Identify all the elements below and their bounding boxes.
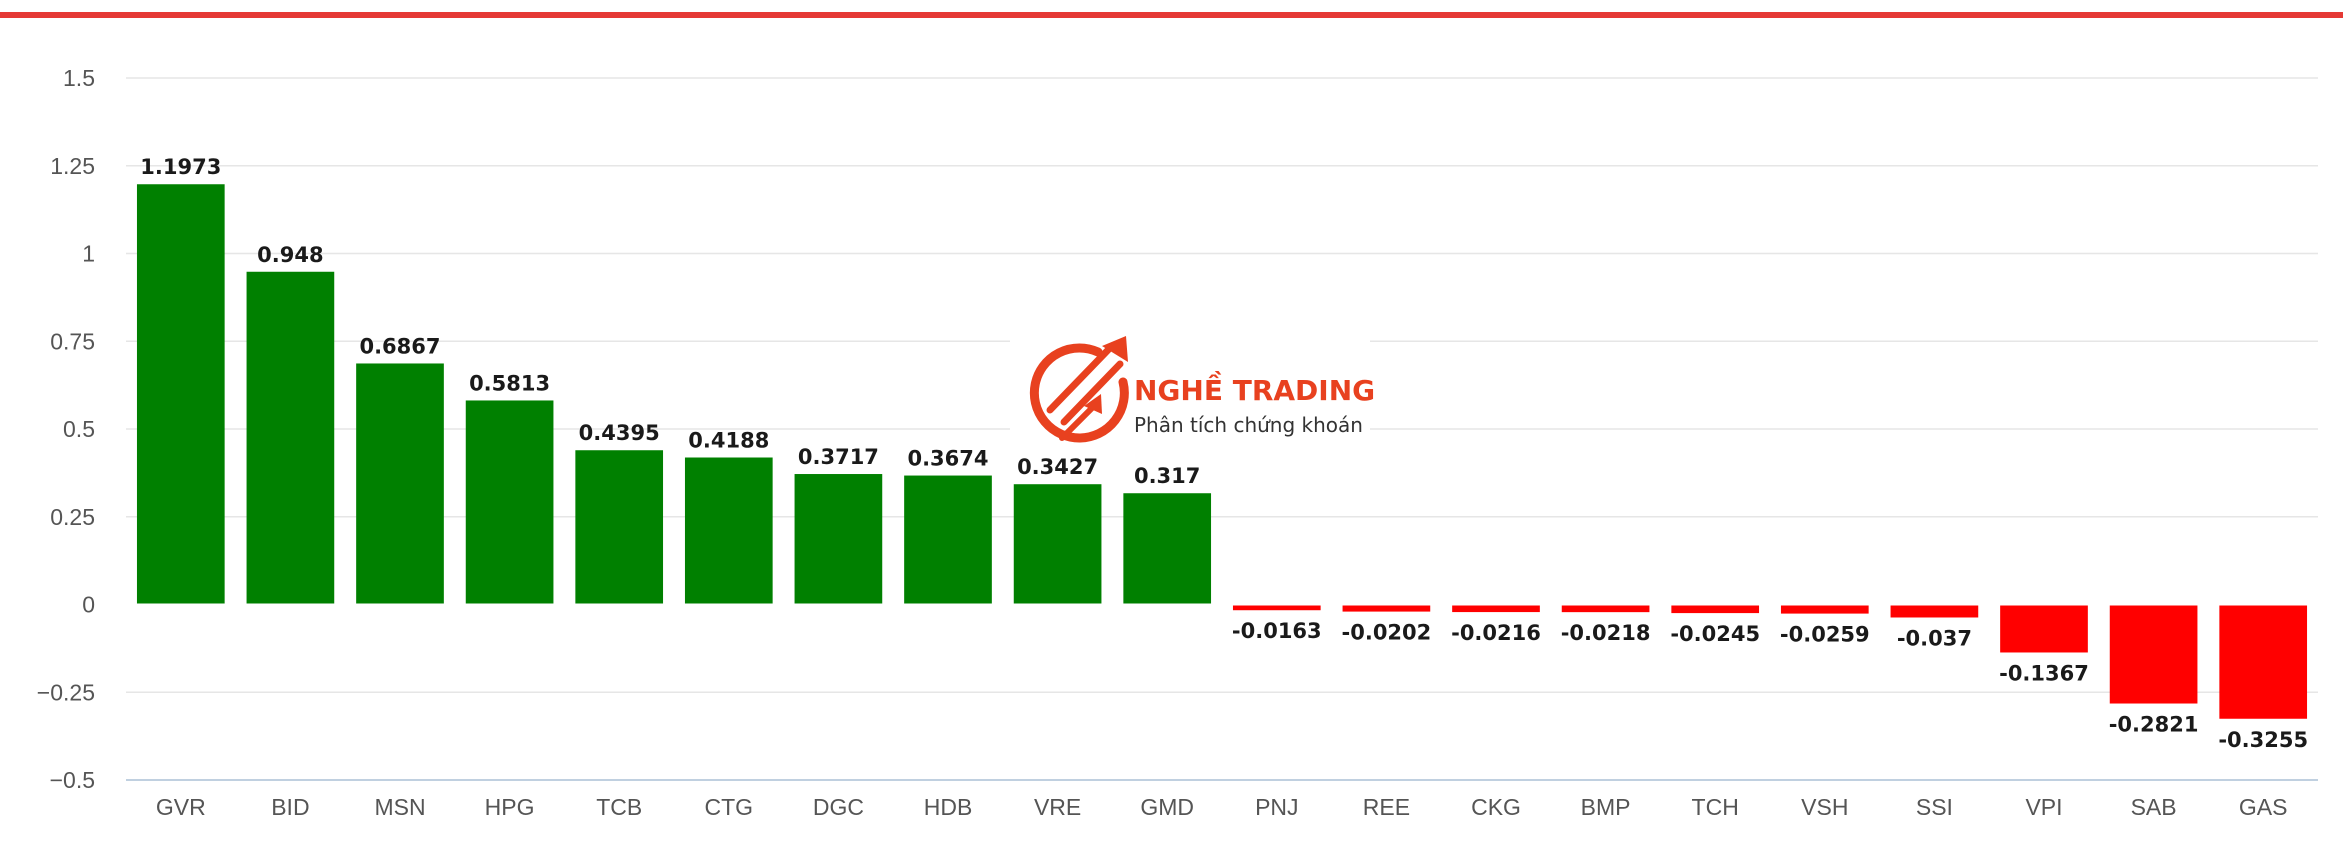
bar-ctg <box>684 457 773 605</box>
x-axis-ticks: GVR BID MSN HPG TCB CTG DGC HDB VRE GMD PNJ REE CKG B… <box>156 794 2288 820</box>
bar-tcb <box>575 450 664 605</box>
y-tick-label: −0.5 <box>50 767 95 793</box>
watermark-backdrop <box>1010 322 1370 442</box>
trading-logo-icon <box>1029 336 1129 443</box>
x-tick-label: BMP <box>1581 794 1631 820</box>
x-tick-label: HPG <box>485 794 535 820</box>
x-tick-label: CKG <box>1471 794 1521 820</box>
bar-pnj <box>1232 604 1321 611</box>
bar-vre <box>1013 484 1102 605</box>
value-label: -0.2821 <box>2109 713 2199 737</box>
value-label: 1.1973 <box>140 155 221 179</box>
bar-hpg <box>465 400 554 605</box>
y-tick-label: 1.5 <box>63 65 95 91</box>
header-rule <box>0 12 2343 18</box>
y-axis-ticks: −0.5 −0.25 0 0.25 0.5 0.75 1 1.25 1.5 <box>37 65 95 793</box>
value-label: 0.5813 <box>469 371 550 395</box>
value-label: -0.0259 <box>1780 623 1870 647</box>
x-tick-label: SSI <box>1916 794 1953 820</box>
y-tick-label: −0.25 <box>37 679 95 705</box>
bar-gvr <box>136 184 225 605</box>
x-tick-label: PNJ <box>1255 794 1298 820</box>
value-label: 0.3674 <box>907 447 988 471</box>
x-tick-label: BID <box>271 794 309 820</box>
bar-ssi <box>1890 604 1979 618</box>
x-tick-label: TCB <box>596 794 642 820</box>
y-tick-label: 0.5 <box>63 416 95 442</box>
x-tick-label: VPI <box>2025 794 2062 820</box>
value-label: 0.948 <box>257 243 323 267</box>
bar-ckg <box>1452 604 1540 613</box>
watermark-brand: NGHỀ TRADING <box>1134 370 1375 407</box>
bar-sab <box>2109 604 2198 704</box>
value-label: 0.3427 <box>1017 455 1098 479</box>
bars <box>136 184 2308 719</box>
x-tick-label: GVR <box>156 794 206 820</box>
bar-vsh <box>1780 604 1869 614</box>
value-label: -0.3255 <box>2218 728 2308 752</box>
value-label: 0.317 <box>1134 464 1200 488</box>
watermark-tagline: Phân tích chứng khoán <box>1134 413 1363 437</box>
y-tick-label: 0 <box>82 592 95 618</box>
x-tick-label: CTG <box>705 794 754 820</box>
x-tick-label: REE <box>1363 794 1410 820</box>
bar-vpi <box>2000 604 2088 653</box>
x-tick-label: DGC <box>813 794 864 820</box>
value-labels: 1.1973 0.948 0.6867 0.5813 0.4395 0.4188 0.371… <box>140 155 2308 752</box>
bar-ree <box>1342 604 1431 612</box>
value-label: 0.6867 <box>359 334 440 358</box>
x-tick-label: GMD <box>1140 794 1194 820</box>
bar-msn <box>356 363 444 605</box>
value-label: 0.4188 <box>688 429 769 453</box>
y-tick-label: 1 <box>82 241 95 267</box>
x-tick-label: SAB <box>2131 794 2177 820</box>
value-label: -0.1367 <box>1999 661 2089 685</box>
value-label: -0.0163 <box>1232 619 1322 643</box>
y-tick-label: 0.25 <box>50 504 95 530</box>
x-tick-label: TCH <box>1692 794 1739 820</box>
value-label: 0.4395 <box>579 421 660 445</box>
bar-bmp <box>1561 604 1650 613</box>
value-label: -0.0202 <box>1342 621 1432 645</box>
value-label: 0.3717 <box>798 445 879 469</box>
value-label: -0.037 <box>1897 626 1972 650</box>
bar-gas <box>2219 604 2308 719</box>
x-tick-label: HDB <box>924 794 973 820</box>
x-tick-label: VSH <box>1801 794 1848 820</box>
value-label: -0.0218 <box>1561 621 1651 645</box>
watermark-logo: NGHỀ TRADING Phân tích chứng khoán <box>1010 322 1375 443</box>
x-tick-label: GAS <box>2239 794 2288 820</box>
y-tick-label: 0.75 <box>50 328 95 354</box>
x-tick-label: MSN <box>374 794 425 820</box>
bar-bid <box>246 271 335 605</box>
value-label: -0.0245 <box>1670 622 1760 646</box>
bar-hdb <box>904 475 992 605</box>
x-tick-label: VRE <box>1034 794 1081 820</box>
bar-dgc <box>794 474 883 605</box>
bar-tch <box>1671 604 1760 614</box>
y-tick-label: 1.25 <box>50 153 95 179</box>
value-label: -0.0216 <box>1451 621 1541 645</box>
bar-gmd <box>1123 493 1212 605</box>
